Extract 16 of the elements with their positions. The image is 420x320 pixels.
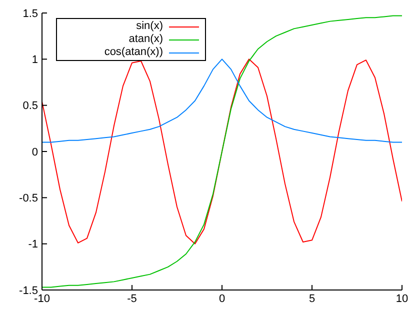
x-tick-label: 10 bbox=[396, 292, 408, 305]
y-tick-label: 1 bbox=[32, 54, 38, 66]
y-tick-label: 1.5 bbox=[22, 8, 38, 20]
line-series bbox=[42, 15, 402, 288]
legend-label: cos(atan(x)) bbox=[104, 46, 163, 59]
line-series bbox=[42, 58, 402, 143]
x-tick-label: -5 bbox=[127, 292, 137, 305]
x-tick-label: 5 bbox=[308, 292, 316, 305]
y-tick-label: 0.5 bbox=[22, 100, 38, 112]
legend-label: atan(x) bbox=[128, 33, 163, 46]
y-tick-label: -0.5 bbox=[19, 192, 38, 205]
legend-label: sin(x) bbox=[136, 20, 163, 33]
y-tick-label: 0 bbox=[32, 146, 38, 158]
y-tick-label: -1 bbox=[28, 238, 38, 251]
x-tick-label: 0 bbox=[218, 292, 226, 305]
line-series bbox=[42, 58, 402, 244]
